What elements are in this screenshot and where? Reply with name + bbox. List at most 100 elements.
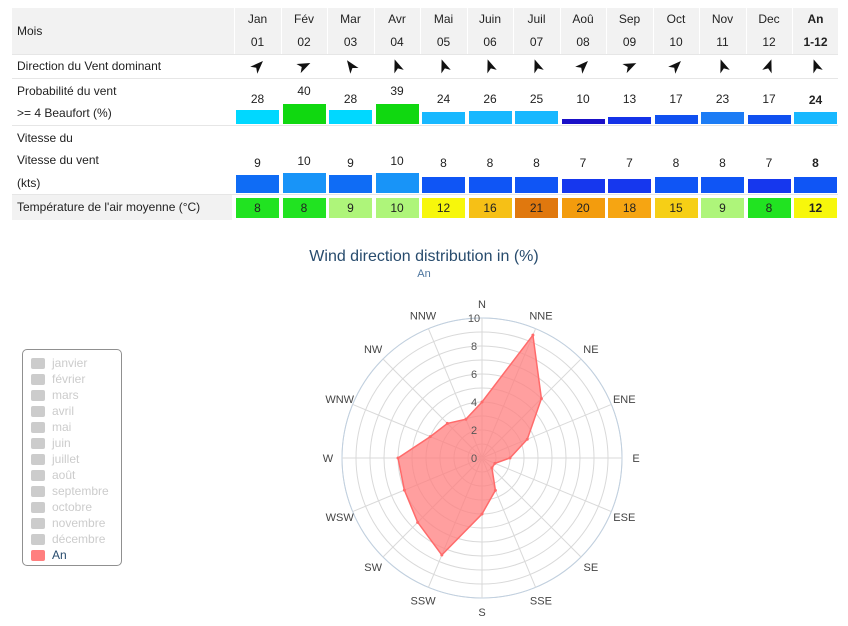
legend-swatch <box>31 373 45 385</box>
column-divider <box>373 8 375 54</box>
column-divider <box>745 8 747 54</box>
probability-bar <box>515 111 558 124</box>
radial-tick-label: 2 <box>471 425 477 437</box>
column-divider <box>327 8 328 54</box>
legend-label: juin <box>52 436 71 450</box>
legend-item-2[interactable]: février <box>31 372 85 386</box>
row-divider <box>12 54 838 55</box>
month-number: 01 <box>250 35 265 49</box>
speed-value: 8 <box>812 156 819 170</box>
data-point <box>525 437 529 441</box>
arrow-ne-icon <box>249 61 263 74</box>
arrow-nne-icon <box>762 59 772 74</box>
series-area-an <box>397 333 543 557</box>
column-divider <box>792 8 793 54</box>
legend-item-8[interactable]: août <box>31 468 75 482</box>
probability-bar <box>468 111 512 124</box>
arrow-nnw-icon <box>719 59 730 74</box>
arrow-ene-icon <box>621 63 636 74</box>
legend-item-6[interactable]: juin <box>31 436 71 450</box>
speed-bar <box>329 175 372 193</box>
row-label-speed: Vitesse du <box>17 131 73 145</box>
probability-value: 28 <box>343 92 358 106</box>
month-number: 06 <box>483 35 497 49</box>
month-name: Avr <box>388 12 406 26</box>
column-divider <box>652 8 654 54</box>
temperature-cell: 10 <box>375 198 419 218</box>
arrow-nw-icon <box>346 60 359 74</box>
temperature-cell: 20 <box>561 198 605 218</box>
column-divider <box>559 8 561 54</box>
spoke-line <box>481 457 582 558</box>
legend-swatch <box>31 437 45 449</box>
chart-subtitle: An <box>417 268 431 280</box>
legend-item-11[interactable]: novembre <box>31 516 105 530</box>
radial-tick-label: 4 <box>471 397 477 409</box>
legend-swatch <box>31 533 45 545</box>
row-divider <box>12 194 838 195</box>
probability-value: 28 <box>250 92 265 106</box>
legend-item-12[interactable]: décembre <box>31 532 105 546</box>
spoke-line <box>481 457 612 513</box>
speed-bar <box>236 175 279 193</box>
speed-bar <box>654 177 698 193</box>
legend-label: mars <box>52 388 79 402</box>
month-name: Mar <box>340 12 361 26</box>
direction-label: W <box>323 453 334 465</box>
temperature-cell: 21 <box>515 198 558 218</box>
legend-label: juillet <box>52 452 80 466</box>
row-label-probability-unit: >= 4 Beaufort (%) <box>17 106 112 120</box>
direction-label: ESE <box>613 512 635 524</box>
legend-label: novembre <box>52 516 106 530</box>
legend-swatch <box>31 453 45 465</box>
legend-swatch <box>31 517 45 529</box>
column-divider <box>606 8 607 54</box>
radial-tick-label: 6 <box>471 369 477 381</box>
probability-bar <box>561 119 605 124</box>
data-point <box>440 553 444 557</box>
legend-swatch <box>31 357 45 369</box>
legend-item-4[interactable]: avril <box>31 404 74 418</box>
row-label-temperature: Température de l'air moyenne (°C) <box>17 200 201 214</box>
arrow-nnw-icon <box>440 59 451 74</box>
data-point <box>428 435 432 439</box>
radial-tick-label: 8 <box>471 341 477 353</box>
legend-label: mai <box>52 420 72 434</box>
speed-bar <box>794 177 837 193</box>
legend-swatch <box>31 549 45 561</box>
legend-item-7[interactable]: juillet <box>31 452 79 466</box>
data-point <box>493 488 497 492</box>
month-number: 09 <box>622 35 637 49</box>
data-point <box>416 520 420 524</box>
month-name: Fév <box>293 12 314 26</box>
legend-item-3[interactable]: mars <box>31 388 79 402</box>
temperature-cell: 9 <box>701 198 744 218</box>
legend-item-9[interactable]: septembre <box>31 484 109 498</box>
speed-value: 8 <box>719 156 726 170</box>
month-name: Juin <box>478 12 501 26</box>
temperature-cell: 8 <box>282 198 326 218</box>
legend-swatch <box>31 485 45 497</box>
month-name: Jan <box>247 12 268 26</box>
legend-item-1[interactable]: janvier <box>31 356 87 370</box>
direction-label: SE <box>584 562 599 574</box>
legend-item-5[interactable]: mai <box>31 420 71 434</box>
speed-bar <box>747 179 791 193</box>
speed-value: 7 <box>579 156 587 170</box>
row-label-speed-2: Vitesse du vent <box>17 153 99 167</box>
probability-bar <box>422 112 465 124</box>
column-divider <box>699 8 700 54</box>
speed-value: 7 <box>626 156 633 170</box>
data-point <box>531 333 535 337</box>
arrow-ne-icon <box>575 61 588 74</box>
legend-label: janvier <box>52 356 88 370</box>
legend-label: août <box>52 468 76 482</box>
legend-item-13[interactable]: An <box>31 548 67 562</box>
month-number: 03 <box>343 35 358 49</box>
probability-bar <box>236 110 279 124</box>
speed-bar <box>375 173 419 193</box>
legend-item-10[interactable]: octobre <box>31 500 92 514</box>
direction-label: S <box>478 607 485 619</box>
month-number: 11 <box>716 35 729 49</box>
probability-value: 23 <box>715 92 730 106</box>
